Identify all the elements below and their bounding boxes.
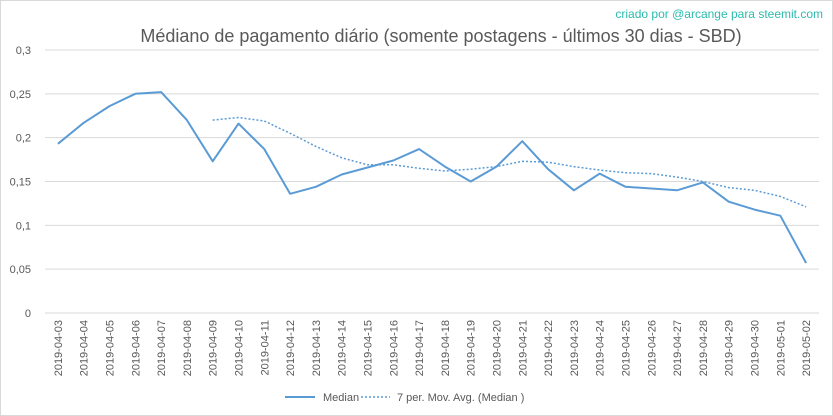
y-tick-label: 0,1 [16,220,31,232]
x-tick-label: 2019-04-18 [440,320,452,376]
x-tick-label: 2019-04-07 [156,320,168,376]
x-tick-label: 2019-04-19 [466,320,478,376]
y-tick-label: 0,3 [16,45,31,57]
x-tick-label: 2019-04-05 [105,320,117,376]
x-tick-label: 2019-05-01 [775,320,787,376]
x-tick-label: 2019-04-24 [595,320,607,376]
legend-label: Median [323,392,359,404]
x-tick-label: 2019-04-17 [414,320,426,376]
x-tick-label: 2019-04-15 [363,320,375,376]
x-tick-label: 2019-04-08 [182,320,194,376]
x-tick-label: 2019-04-06 [130,320,142,376]
x-tick-label: 2019-04-12 [285,320,297,376]
x-tick-label: 2019-04-21 [517,320,529,376]
credit-text: criado por @arcange para steemit.com [615,7,823,21]
y-tick-label: 0 [25,308,31,320]
x-tick-label: 2019-04-04 [79,320,91,376]
x-tick-label: 2019-04-30 [750,320,762,376]
x-tick-label: 2019-04-22 [543,320,555,376]
x-tick-label: 2019-04-16 [388,320,400,376]
series-lines [57,91,807,264]
y-tick-label: 0,05 [10,264,31,276]
x-tick-label: 2019-04-14 [337,320,349,376]
x-tick-label: 2019-04-29 [724,320,736,376]
y-tick-label: 0,15 [10,177,31,189]
x-axis-ticks: 2019-04-03 2019-04-04 2019-04-05 2019-04-06… [53,320,813,376]
y-axis-ticks: 0 0,05 0,1 0,15 0,2 0,25 0,3 [10,45,31,320]
x-tick-label: 2019-04-11 [259,320,271,375]
x-tick-label: 2019-04-26 [646,320,658,376]
median-line [57,91,807,264]
y-tick-label: 0,25 [10,89,31,101]
legend: Median 7 per. Mov. Avg. (Median ) [285,392,524,404]
x-tick-label: 2019-04-25 [621,320,633,376]
y-tick-label: 0,2 [16,133,31,145]
x-tick-label: 2019-05-02 [801,320,813,376]
moving-average-line [212,116,807,208]
x-tick-label: 2019-04-23 [569,320,581,376]
x-tick-label: 2019-04-28 [698,320,710,376]
x-tick-label: 2019-04-20 [492,320,504,376]
legend-label: 7 per. Mov. Avg. (Median ) [397,392,524,404]
gridlines [45,49,819,314]
x-tick-label: 2019-04-10 [234,320,246,376]
x-tick-label: 2019-04-27 [672,320,684,376]
chart-title: Médiano de pagamento diário (somente pos… [140,26,741,46]
x-tick-label: 2019-04-09 [208,320,220,376]
x-tick-label: 2019-04-03 [53,320,65,376]
x-tick-label: 2019-04-13 [311,320,323,376]
